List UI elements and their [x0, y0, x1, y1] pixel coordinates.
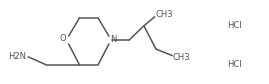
- Text: CH3: CH3: [173, 53, 191, 62]
- Text: HCl: HCl: [227, 21, 242, 30]
- Text: N: N: [110, 35, 117, 44]
- Text: H2N: H2N: [8, 52, 26, 61]
- Text: O: O: [59, 34, 66, 43]
- Text: CH3: CH3: [155, 10, 173, 19]
- Text: HCl: HCl: [227, 60, 242, 69]
